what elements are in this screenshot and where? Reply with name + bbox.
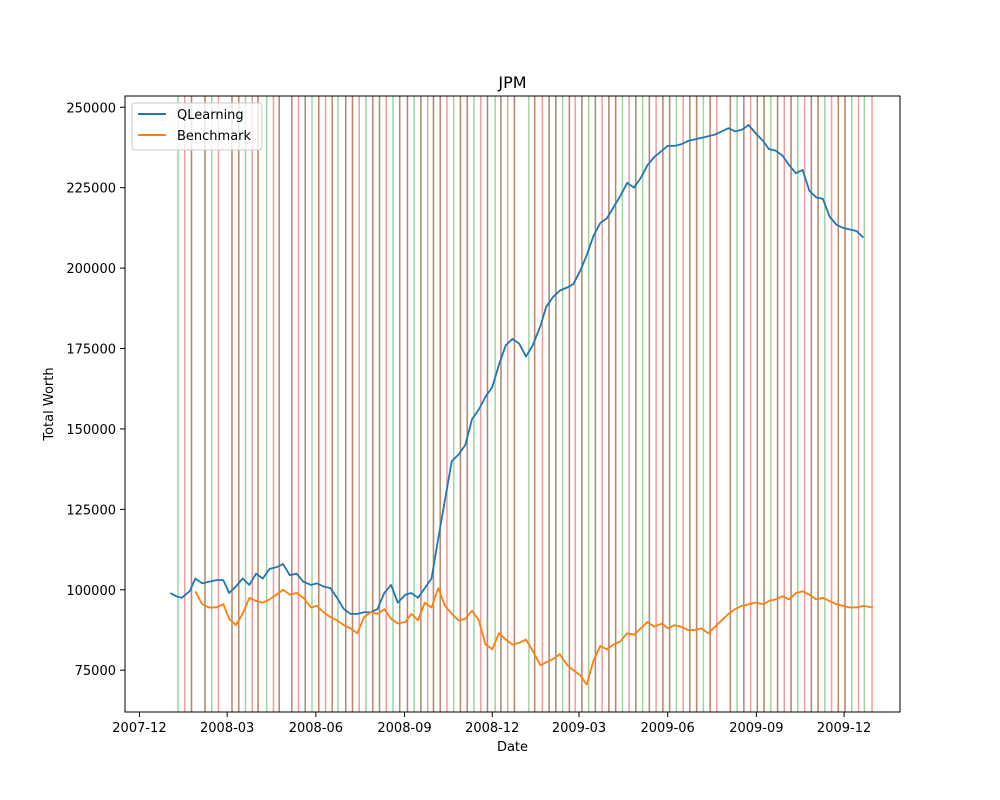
y-tick-label: 100000 (66, 584, 116, 599)
series-lines (169, 124, 874, 686)
legend-label-qlearning: QLearning (177, 108, 244, 123)
x-tick-label: 2007-12 (112, 721, 166, 736)
y-axis: 75000 100000 125000 150000 175000 200000 22500… (66, 101, 125, 679)
trade-markers (177, 96, 873, 712)
y-tick-label: 150000 (66, 423, 116, 438)
chart-title: JPM (497, 73, 526, 92)
x-tick-label: 2009-09 (729, 721, 783, 736)
y-axis-label: Total Worth (42, 367, 57, 441)
y-tick-label: 175000 (66, 343, 116, 358)
x-tick-label: 2008-09 (377, 721, 431, 736)
y-tick-label: 250000 (66, 101, 116, 116)
legend-label-benchmark: Benchmark (177, 129, 252, 144)
x-tick-label: 2008-03 (200, 721, 254, 736)
y-tick-label: 225000 (66, 182, 116, 197)
legend: QLearning Benchmark (131, 102, 263, 151)
y-tick-label: 125000 (66, 503, 116, 518)
x-axis-label: Date (497, 740, 528, 755)
plot-frame (124, 95, 901, 713)
x-tick-label: 2009-06 (641, 721, 695, 736)
series-line-benchmark (194, 587, 874, 686)
series-line-qlearning (169, 124, 864, 615)
x-tick-label: 2009-12 (817, 721, 871, 736)
y-tick-label: 75000 (75, 664, 116, 679)
x-tick-label: 2009-03 (552, 721, 606, 736)
x-tick-label: 2008-12 (465, 721, 519, 736)
y-tick-label: 200000 (66, 262, 116, 277)
x-axis: 2007-12 2008-03 2008-06 2008-09 2008-12 2009-… (112, 712, 871, 736)
x-tick-label: 2008-06 (289, 721, 343, 736)
